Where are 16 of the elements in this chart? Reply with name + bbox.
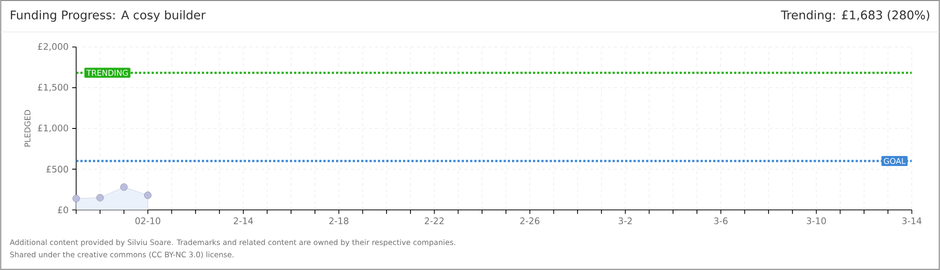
x-tick-label: 3-2 (618, 217, 632, 224)
x-tick-label: 2-26 (520, 217, 540, 224)
y-tick-label: £0 (58, 206, 68, 214)
y-tick-label: £1,500 (38, 84, 68, 92)
x-tick-label: 3-10 (806, 217, 826, 224)
y-tick-label: £2,000 (38, 43, 68, 51)
x-tick-label: 2-14 (234, 217, 253, 224)
chart-subtitle: Trending: £1,683 (280%) (780, 10, 930, 22)
x-tick-label: 02-10 (135, 217, 160, 224)
x-tick-label: 2-18 (329, 217, 348, 224)
x-tick-label: 2-22 (424, 217, 444, 224)
y-tick-label: £1,000 (38, 124, 68, 132)
x-tick-label: 3-6 (714, 217, 728, 224)
x-tick-label: 3-14 (902, 217, 922, 224)
y-tick-label: £500 (46, 166, 68, 173)
chart-title: Funding Progress: A cosy builder (10, 10, 206, 22)
